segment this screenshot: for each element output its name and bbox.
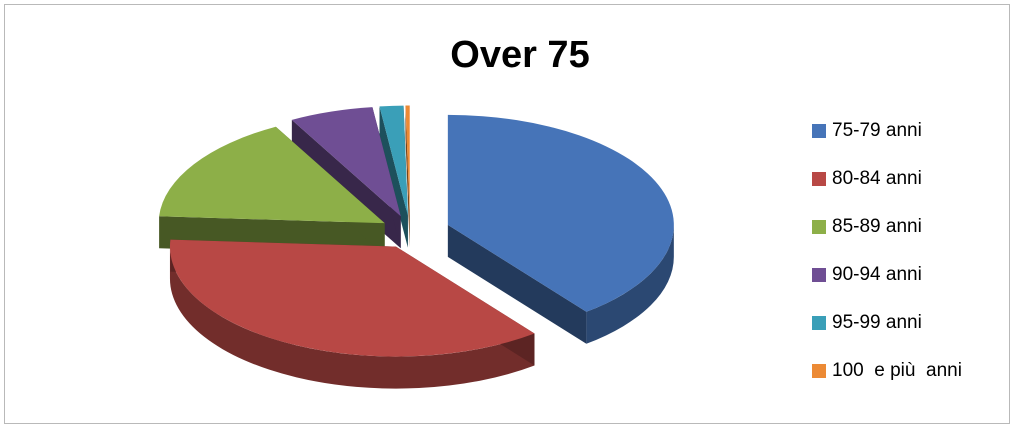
pie-chart: [159, 105, 674, 389]
legend-swatch: [812, 316, 826, 330]
legend-label: 95-99 anni: [832, 312, 922, 333]
pie-slice-1: [447, 114, 674, 344]
legend-item: 100 e più anni: [812, 360, 962, 382]
legend-item: 75-79 anni: [812, 120, 922, 142]
legend-swatch: [812, 172, 826, 186]
pie-slice-2: [169, 239, 535, 389]
legend-label: 85-89 anni: [832, 216, 922, 237]
pie-slice-5: [379, 105, 408, 248]
legend-item: 90-94 anni: [812, 264, 922, 286]
legend-item: 85-89 anni: [812, 216, 922, 238]
legend-swatch: [812, 124, 826, 138]
legend-label: 90-94 anni: [832, 264, 922, 285]
legend-item: 95-99 anni: [812, 312, 922, 334]
chart-title: Over 75: [450, 34, 590, 76]
legend-item: 80-84 anni: [812, 168, 922, 190]
legend-swatch: [812, 268, 826, 282]
legend-label: 80-84 anni: [832, 168, 922, 189]
pie-slice-6: [405, 105, 410, 248]
legend-swatch: [812, 364, 826, 378]
legend-label: 100 e più anni: [832, 360, 962, 381]
legend-label: 75-79 anni: [832, 120, 922, 141]
legend-swatch: [812, 220, 826, 234]
